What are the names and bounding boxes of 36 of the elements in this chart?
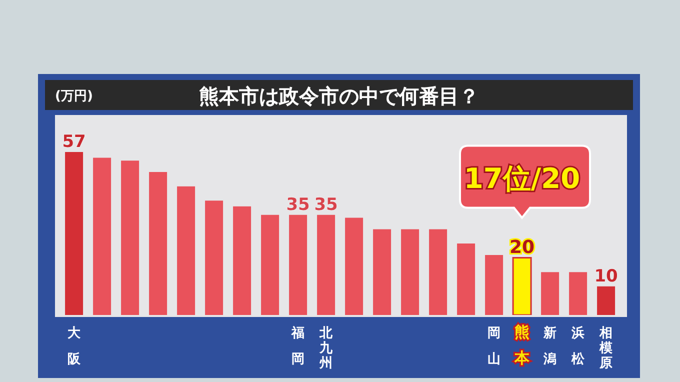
bar <box>485 254 504 315</box>
data-label: 57 <box>62 132 86 152</box>
bar <box>261 214 280 315</box>
data-label: 20 <box>510 236 535 258</box>
x-tick-label: 北九州 <box>318 326 334 371</box>
bar <box>512 257 532 315</box>
annotation: 17位/20 <box>464 162 580 195</box>
bar <box>597 286 616 315</box>
y-axis-title: (万円) <box>55 88 93 105</box>
bar <box>65 152 84 315</box>
x-tick-label: 熊本 <box>514 323 530 367</box>
x-tick-label: 浜松 <box>570 325 586 367</box>
bar <box>429 229 448 315</box>
bar <box>317 214 336 315</box>
bar <box>541 272 560 315</box>
bar <box>401 229 420 315</box>
x-tick-label: 岡山 <box>488 326 500 367</box>
bar <box>233 206 252 315</box>
data-label: 35 <box>286 194 310 215</box>
x-tick-label: 福岡 <box>290 325 304 367</box>
data-label: 35 <box>314 194 338 215</box>
bar <box>93 158 112 315</box>
bar <box>205 200 224 315</box>
chart-title: 熊本市は政令市の中で何番目？ <box>199 84 479 108</box>
bar <box>345 218 364 315</box>
bar <box>177 186 196 315</box>
bar <box>121 160 140 315</box>
bar <box>373 229 392 315</box>
bar <box>149 172 168 315</box>
bar <box>569 272 588 315</box>
x-tick-label: 新潟 <box>542 325 556 367</box>
bar <box>289 214 308 315</box>
x-tick-label: 大阪 <box>68 326 82 367</box>
data-label: 10 <box>594 266 618 286</box>
bar <box>457 244 476 315</box>
x-tick-label: 相模原 <box>598 326 612 371</box>
